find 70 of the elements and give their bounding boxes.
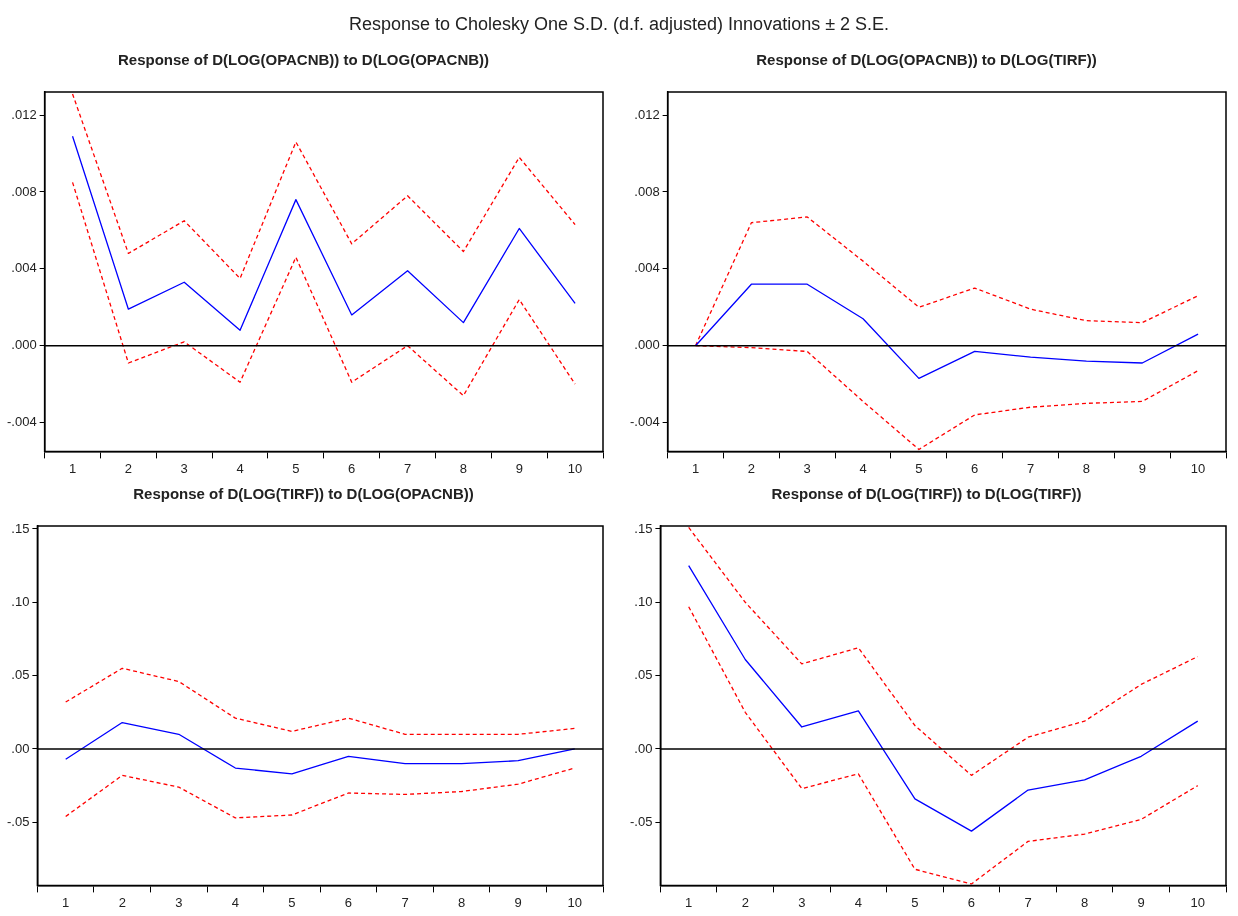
x-tick-label: 4 xyxy=(859,460,867,476)
x-tick-label: 8 xyxy=(459,460,468,476)
x-tick-label: 1 xyxy=(68,460,77,476)
x-tick-label: 5 xyxy=(915,460,923,476)
x-tick-label: 7 xyxy=(401,894,409,910)
x-tick-label: 3 xyxy=(180,460,188,476)
x-tick-label: 8 xyxy=(457,894,466,910)
x-tick-label: 3 xyxy=(803,460,811,476)
x-tick-label: 5 xyxy=(911,894,919,910)
x-tick-label: 9 xyxy=(1137,894,1145,910)
y-tick-label: .10 xyxy=(11,593,30,609)
x-tick-label: 7 xyxy=(403,460,412,476)
y-tick-label: .008 xyxy=(634,183,660,199)
x-tick-label: 5 xyxy=(292,460,300,476)
y-tick-label: .00 xyxy=(634,740,653,756)
x-tick-label: 4 xyxy=(231,894,239,910)
x-tick-label: 6 xyxy=(348,460,356,476)
chart-title: Response of D(LOG(OPACNB)) to D(LOG(TIRF)) xyxy=(756,51,1097,69)
x-tick-label: 9 xyxy=(514,894,522,910)
x-tick-label: 10 xyxy=(1190,460,1206,476)
x-tick-label: 2 xyxy=(747,460,755,476)
x-tick-label: 8 xyxy=(1080,894,1089,910)
x-tick-label: 2 xyxy=(118,894,126,910)
x-tick-label: 6 xyxy=(967,894,976,910)
x-tick-label: 10 xyxy=(567,460,583,476)
x-tick-label: 10 xyxy=(1190,894,1205,910)
x-tick-label: 6 xyxy=(971,460,979,476)
x-tick-label: 9 xyxy=(1138,460,1146,476)
chart-title: Response of D(LOG(OPACNB)) to D(LOG(OPACNB)) xyxy=(117,51,490,69)
y-tick-label: .000 xyxy=(634,337,660,353)
x-tick-label: 1 xyxy=(691,460,700,476)
x-tick-label: 8 xyxy=(1082,460,1091,476)
x-tick-label: 3 xyxy=(798,894,806,910)
y-tick-label: -.004 xyxy=(629,414,660,430)
y-tick-label: -.05 xyxy=(629,813,653,829)
y-tick-label: -.004 xyxy=(6,414,37,430)
x-tick-label: 7 xyxy=(1024,894,1032,910)
y-tick-label: -.05 xyxy=(6,813,30,829)
y-tick-label: .012 xyxy=(634,106,660,122)
chart-title: Response of D(LOG(TIRF)) to D(LOG(OPACNB)) xyxy=(133,485,474,503)
y-tick-label: .10 xyxy=(634,593,653,609)
y-tick-label: .008 xyxy=(11,183,37,199)
x-tick-label: 2 xyxy=(124,460,132,476)
y-tick-label: .00 xyxy=(11,740,30,756)
line-series xyxy=(688,606,1199,885)
x-tick-label: 1 xyxy=(62,894,70,910)
y-tick-label: .15 xyxy=(11,520,30,536)
x-tick-label: 5 xyxy=(288,894,296,910)
x-tick-label: 2 xyxy=(741,894,749,910)
y-tick-label: .000 xyxy=(11,337,37,353)
y-tick-label: .15 xyxy=(634,520,653,536)
line-series xyxy=(71,181,576,397)
x-tick-label: 1 xyxy=(685,894,693,910)
line-series xyxy=(65,667,576,735)
x-tick-label: 7 xyxy=(1026,460,1035,476)
x-tick-label: 4 xyxy=(236,460,244,476)
text: Response to Cholesky One S.D. (d.f. adjusted) Innovations ± 2 S.E. xyxy=(347,13,891,36)
x-tick-label: 9 xyxy=(515,460,523,476)
y-tick-label: .012 xyxy=(11,106,37,122)
x-tick-label: 3 xyxy=(175,894,183,910)
y-tick-label: .05 xyxy=(11,667,30,683)
x-tick-label: 4 xyxy=(854,894,862,910)
y-tick-label: .05 xyxy=(634,667,653,683)
line-series xyxy=(688,526,1199,777)
x-tick-label: 10 xyxy=(567,894,582,910)
y-tick-label: .004 xyxy=(634,260,660,276)
y-tick-label: .004 xyxy=(11,260,37,276)
x-tick-label: 6 xyxy=(344,894,353,910)
line-series xyxy=(71,93,576,280)
chart-title: Response of D(LOG(TIRF)) to D(LOG(TIRF)) xyxy=(771,485,1082,503)
